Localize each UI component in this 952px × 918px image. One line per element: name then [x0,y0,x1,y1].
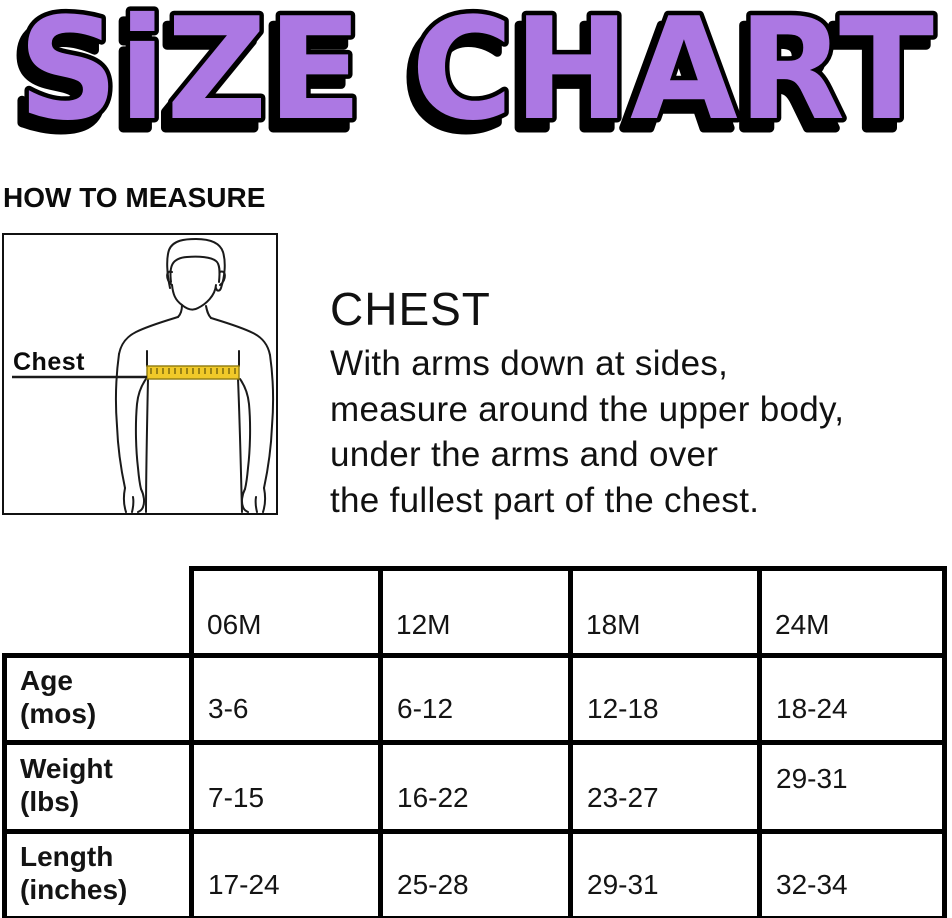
title-text: SiZE CHART [18,0,934,152]
chest-instruction-line: With arms down at sides, [330,344,729,383]
value-cell: 18-24 [757,653,947,745]
table-row-age: Age (mos) 3-6 6-12 12-18 18-24 [2,653,947,745]
value-cell: 17-24 [189,829,383,918]
chest-instruction-line: under the arms and over [330,435,719,474]
value-cell: 25-28 [378,829,573,918]
chest-instruction-line: measure around the upper body, [330,389,845,429]
table-row-length: Length (inches) 17-24 25-28 29-31 32-34 [2,829,947,918]
table-corner-cell [4,568,192,656]
row-label-text: Length [20,841,114,872]
measurement-diagram: Chest [2,233,278,515]
value-cell: 23-27 [568,740,762,834]
row-label-text: Age [20,665,73,696]
column-header-18m: 18M [568,566,762,658]
value-cell: 16-22 [378,740,573,834]
value-cell: 7-15 [189,740,383,834]
column-header-06m: 06M [189,566,383,658]
value-cell: 12-18 [568,653,762,745]
chest-instructions-heading: CHEST [330,283,491,335]
chest-instruction-line: the fullest part of the chest. [330,480,760,520]
row-label-unit: (lbs) [20,786,80,817]
value-cell: 3-6 [189,653,383,745]
row-label-unit: (inches) [20,874,128,905]
value-cell: 29-31 [757,740,947,834]
row-label-text: Weight [20,753,113,784]
table-header-row: 06M 12M 18M 24M [4,566,947,658]
column-header-12m: 12M [378,566,573,658]
row-label-unit: (mos) [20,698,97,729]
column-header-24m: 24M [757,566,947,658]
row-label-age: Age (mos) [2,653,194,745]
title-shadow-text: SiZE CHART [11,0,927,158]
torso-figure-icon [12,237,275,513]
table-row-weight: Weight (lbs) 7-15 16-22 23-27 29-31 [2,740,947,834]
how-to-measure-heading: HOW TO MEASURE [3,182,266,213]
value-cell: 32-34 [757,829,947,918]
row-label-weight: Weight (lbs) [2,740,194,834]
chest-instructions: CHEST With arms down at sides, measure a… [330,284,952,523]
size-chart-title: SiZE CHART SiZE CHART [7,0,939,158]
row-label-length: Length (inches) [2,829,194,918]
chest-diagram-label: Chest [13,348,85,376]
value-cell: 29-31 [568,829,762,918]
value-cell: 6-12 [378,653,573,745]
size-table: 06M 12M 18M 24M Age (mos) 3-6 6-12 12-18… [2,566,947,918]
